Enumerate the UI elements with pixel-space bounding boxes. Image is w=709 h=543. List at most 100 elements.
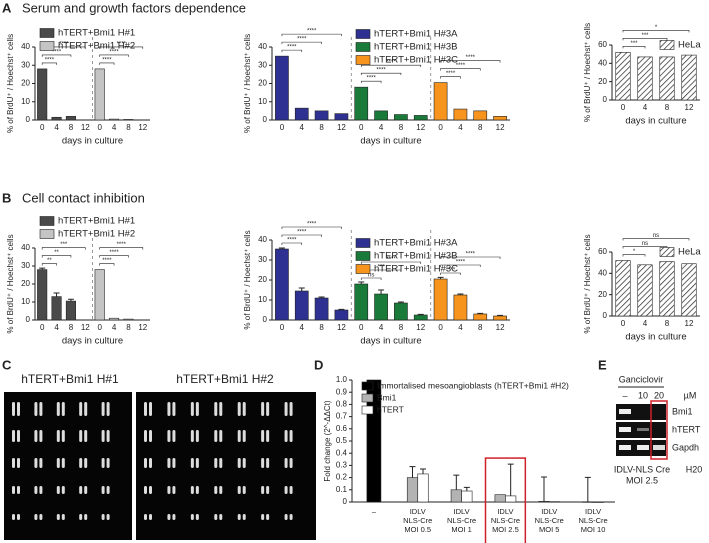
error-bar: [39, 267, 46, 270]
x-tick-label: 4: [643, 319, 648, 328]
error-bar: [497, 314, 504, 316]
y-tick-label: 0.8: [336, 400, 348, 409]
chromosome: [242, 402, 246, 416]
significance-label: ****: [307, 29, 317, 35]
significance-label: ***: [630, 41, 638, 47]
gel-gene: hTERT: [672, 424, 701, 434]
chromosome: [219, 486, 223, 494]
chromosome: [106, 458, 110, 468]
karyotype-label: hTERT+Bmi1 H#1: [21, 372, 119, 386]
x-tick-label: 4: [379, 323, 384, 332]
significance-label: ****: [376, 68, 386, 74]
y-tick-label: 0: [603, 311, 608, 320]
chromosome: [84, 430, 88, 442]
significance-bracket: [41, 247, 86, 250]
significance-label: ****: [102, 258, 112, 264]
x-tick-label: –: [372, 507, 377, 516]
y-axis-label: Fold change (2^-ΔΔCt): [323, 400, 332, 481]
error-bar: [67, 298, 74, 302]
panel-label: B: [2, 190, 11, 205]
chromosome: [242, 486, 246, 494]
significance-label: ****: [52, 49, 62, 55]
gel-treatment: Ganciclovir: [619, 374, 664, 384]
bar: [394, 302, 408, 321]
y-tick-label: 40: [258, 42, 267, 51]
chromosome: [167, 430, 171, 442]
chromosome: [79, 514, 83, 520]
chromosome: [34, 402, 38, 416]
significance-label: **: [54, 250, 59, 256]
significance-label: ***: [641, 33, 649, 39]
y-axis-label: % of BrdU⁺ / Hoechst⁺ cells: [583, 23, 592, 122]
significance-bracket: [41, 62, 57, 65]
significance-bracket: [281, 226, 342, 229]
gel-gene: Bmi1: [672, 406, 693, 416]
x-tick-label: 8: [478, 323, 483, 332]
bar: [494, 494, 506, 503]
chromosome: [214, 514, 218, 520]
chromosome: [39, 430, 43, 442]
legend-label: hTERT+Bmi1 H#3A: [374, 29, 458, 40]
chromosome: [266, 514, 270, 520]
chromosome: [214, 458, 218, 468]
legend-swatch: [355, 42, 371, 52]
bar: [37, 269, 48, 321]
bar: [275, 248, 289, 321]
y-tick-label: 0.2: [336, 473, 348, 482]
x-tick-label: 12: [337, 123, 346, 132]
legend-swatch: [361, 381, 374, 391]
chromosome: [17, 486, 20, 494]
chromosome: [79, 402, 83, 416]
chromosome: [284, 486, 288, 494]
chromosome: [190, 514, 194, 520]
chromosome: [144, 402, 147, 416]
significance-bracket: [281, 49, 303, 53]
x-tick-label: 8: [478, 123, 483, 132]
error-bar: [453, 474, 460, 490]
bar: [94, 269, 105, 321]
chromosome: [106, 486, 110, 494]
bar: [505, 495, 517, 503]
bar: [413, 115, 428, 121]
y-tick-label: 0.9: [336, 387, 348, 396]
chromosome: [39, 402, 43, 416]
significance-bracket: [440, 256, 501, 259]
chromosome: [101, 402, 105, 416]
significance-label: **: [47, 258, 52, 264]
error-bar: [463, 486, 470, 492]
error-bar: [584, 476, 591, 502]
y-tick-label: 0.5: [336, 436, 348, 445]
chromosome: [12, 458, 15, 468]
gel: Ganciclovir – 10 20 µM Bmi1 hTERT Gapdh …: [614, 374, 702, 485]
error-bar: [358, 281, 365, 284]
legend-swatch: [355, 251, 371, 261]
chromosome: [289, 514, 293, 520]
x-tick-label: 12: [496, 323, 505, 332]
chromosome: [149, 458, 152, 468]
gel-band: [619, 409, 631, 414]
significance-bracket: [99, 255, 129, 258]
bar: [538, 501, 550, 503]
x-tick-label: 4: [112, 123, 117, 132]
chromosome: [284, 458, 288, 468]
bar: [473, 110, 488, 121]
legend-label: hTERT+Bmi1 H#3A: [374, 238, 458, 249]
gel-highlight: [650, 400, 668, 460]
x-tick-label: 4: [300, 323, 305, 332]
legend-label: hTERT: [377, 404, 404, 414]
chromosome: [144, 514, 147, 520]
x-tick-label: 8: [399, 323, 404, 332]
significance-label: ****: [102, 57, 112, 63]
significance-bracket: [99, 62, 115, 65]
legend-label: HeLa: [678, 40, 701, 51]
bar: [413, 314, 428, 321]
significance-label: ***: [60, 242, 68, 248]
chromosome: [101, 458, 105, 468]
bar: [109, 118, 120, 121]
significance-bracket: [281, 41, 322, 45]
chromosome: [289, 458, 293, 468]
chromosome: [167, 486, 171, 494]
panel-label: C: [2, 357, 12, 372]
bar: [637, 56, 653, 101]
